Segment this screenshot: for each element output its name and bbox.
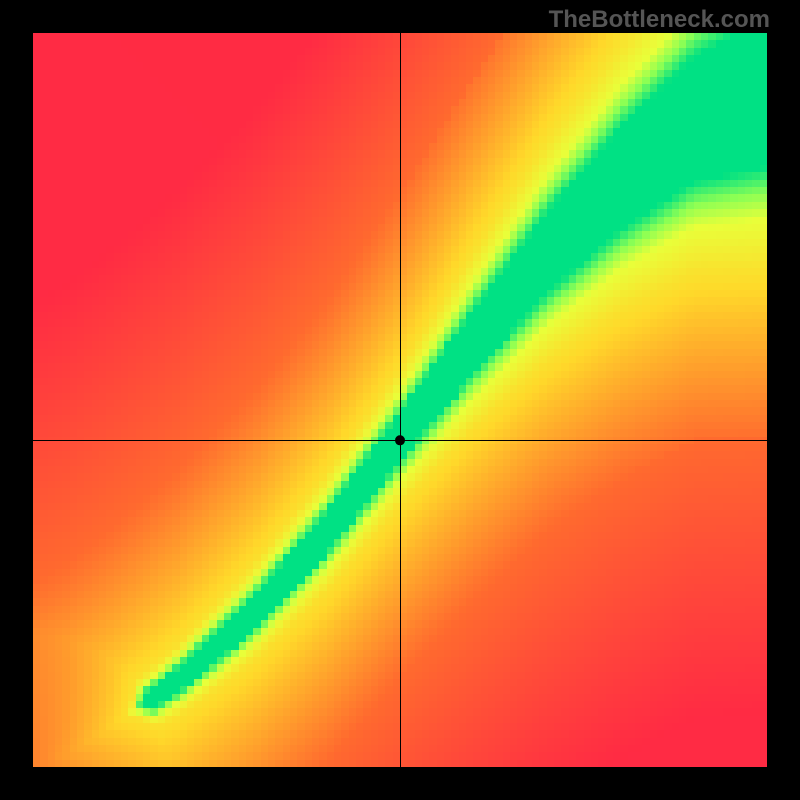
chart-container: TheBottleneck.com — [0, 0, 800, 800]
watermark-text: TheBottleneck.com — [549, 6, 770, 34]
bottleneck-heatmap — [33, 33, 767, 767]
